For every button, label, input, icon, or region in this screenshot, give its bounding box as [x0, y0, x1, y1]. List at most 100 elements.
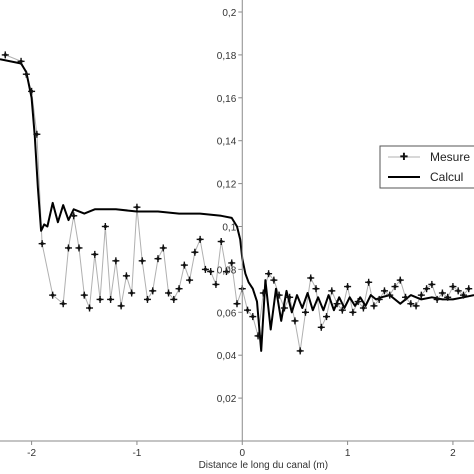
- mesure-point: [312, 285, 320, 293]
- mesure-point: [338, 306, 346, 314]
- mesure-point: [22, 70, 30, 78]
- plot-area: [0, 51, 474, 355]
- x-axis-title: Distance le long du canal (m): [199, 460, 329, 471]
- mesure-point: [159, 244, 167, 252]
- mesure-point: [333, 300, 341, 308]
- mesure-point: [28, 87, 36, 95]
- mesure-point: [317, 323, 325, 331]
- legend-box: [379, 145, 474, 189]
- mesure-point: [170, 295, 178, 303]
- mesure-point: [407, 300, 415, 308]
- mesure-point: [122, 272, 130, 280]
- mesure-point: [180, 261, 188, 269]
- y-tick-label: 0,12: [217, 180, 237, 191]
- mesure-point: [459, 291, 467, 299]
- mesure-point: [154, 255, 162, 263]
- mesure-point: [370, 302, 378, 310]
- mesure-point: [201, 265, 209, 273]
- x-axis: -2 -1 0 1 2: [0, 440, 474, 459]
- mesure-point: [428, 280, 436, 288]
- mesure-point: [1, 51, 9, 59]
- mesure-point: [344, 283, 352, 291]
- mesure-point: [444, 293, 452, 301]
- mesure-point: [49, 291, 57, 299]
- y-tick-label: 0,14: [217, 137, 237, 148]
- mesure-point: [101, 223, 109, 230]
- mesure-point: [133, 203, 141, 211]
- legend-mesure-label: Mesure: [430, 150, 470, 164]
- mesure-point: [75, 244, 83, 252]
- mesure-point: [449, 283, 457, 291]
- mesure-point: [259, 289, 267, 297]
- mesure-point: [186, 276, 194, 284]
- x-tick-label: 2: [450, 448, 456, 459]
- mesure-point: [80, 291, 88, 299]
- mesure-point: [228, 259, 236, 267]
- mesure-point: [91, 250, 99, 258]
- mesure-point: [307, 274, 315, 282]
- mesure-point: [412, 302, 420, 310]
- x-tick-label: -2: [27, 448, 36, 459]
- legend-mesure-marker: ✚: [400, 152, 408, 163]
- y-tick-label: 0,18: [217, 51, 237, 62]
- mesure-point: [33, 130, 41, 138]
- mesure-point: [454, 287, 462, 295]
- y-tick-label: 0,04: [217, 351, 237, 362]
- mesure-point: [59, 300, 67, 308]
- mesure-point: [112, 257, 120, 265]
- y-tick-label: 0,16: [217, 94, 237, 105]
- mesure-point: [196, 235, 204, 243]
- mesure-point: [38, 240, 46, 248]
- mesure-point: [359, 304, 367, 312]
- mesure-point: [386, 291, 394, 299]
- mesure-point: [128, 289, 136, 297]
- mesure-point: [70, 212, 78, 220]
- mesure-point: [96, 295, 104, 303]
- mesure-point: [423, 285, 431, 293]
- mesure-point: [438, 289, 446, 297]
- mesure-point: [417, 291, 425, 299]
- mesure-point: [149, 287, 157, 295]
- mesure-point: [328, 287, 336, 295]
- mesure-point: [138, 257, 146, 265]
- x-tick-label: 1: [345, 448, 351, 459]
- mesure-point: [222, 268, 230, 276]
- mesure-point: [275, 291, 283, 299]
- mesure-point: [280, 304, 288, 312]
- mesure-point: [244, 306, 252, 314]
- y-tick-label: 0,02: [217, 394, 237, 405]
- mesure-point: [323, 313, 331, 321]
- mesure-point: [254, 332, 262, 340]
- mesure-point: [270, 276, 278, 284]
- mesure-point: [175, 285, 183, 293]
- mesure-point: [354, 298, 362, 306]
- mesure-point: [64, 244, 72, 252]
- mesure-point: [217, 238, 225, 246]
- mesure-point: [301, 308, 309, 316]
- mesure-point: [249, 313, 257, 321]
- mesure-point: [296, 347, 304, 355]
- y-tick-label: 0,1: [222, 223, 236, 234]
- x-tick-label: -1: [132, 448, 141, 459]
- mesure-point: [165, 289, 173, 297]
- mesure-point: [291, 317, 299, 325]
- mesure-point: [391, 283, 399, 291]
- mesure-point: [365, 278, 373, 286]
- y-axis: 0,02 0,04 0,06 0,08 0,1 0,12 0,14 0,16 0,18 0,2: [217, 0, 243, 441]
- mesure-point: [286, 293, 294, 301]
- mesure-point: [207, 268, 215, 276]
- mesure-point: [380, 287, 388, 295]
- mesure-point: [233, 300, 241, 308]
- mesure-point: [86, 304, 94, 312]
- mesure-point: [265, 270, 273, 278]
- legend: ✚ Mesure Calcul: [379, 145, 474, 189]
- y-tick-label: 0,2: [222, 8, 236, 19]
- y-tick-label: 0,08: [217, 265, 237, 276]
- mesure-point: [375, 295, 383, 303]
- mesure-point: [402, 293, 410, 301]
- mesure-point: [433, 295, 441, 303]
- mesure-point: [212, 280, 220, 288]
- legend-calcul-label: Calcul: [430, 170, 463, 184]
